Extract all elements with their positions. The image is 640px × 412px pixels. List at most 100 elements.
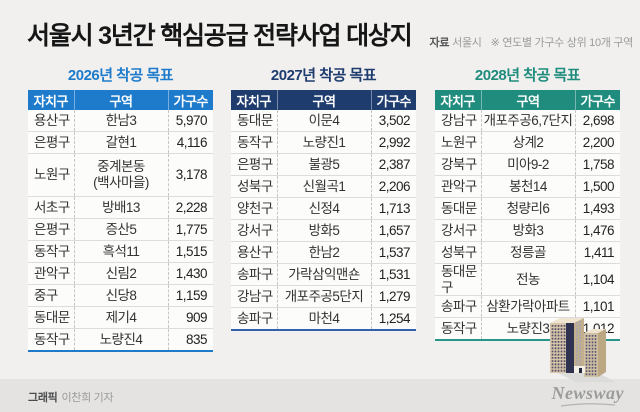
cell-district: 송파구 xyxy=(231,263,277,286)
table-row: 은평구 증산5 1,775 xyxy=(28,218,213,241)
table-row: 동대문구 전농 1,104 xyxy=(435,262,620,296)
cell-district: 강남구 xyxy=(441,112,477,128)
column-header: 자치구 xyxy=(435,90,481,110)
cell-households: 909 xyxy=(167,306,213,329)
table-row: 은평구 갈현1 4,116 xyxy=(28,131,213,154)
header-row: 자치구 구역 가구수 xyxy=(231,90,416,110)
cell-district: 중구 xyxy=(28,284,74,307)
table-row: 양천구 신정4 1,713 xyxy=(231,197,416,220)
table-row: 관악구 봉천14 1,500 xyxy=(435,175,620,198)
cell-households: 1,500 xyxy=(574,175,620,198)
table-row: 서초구 방배13 2,228 xyxy=(28,196,213,219)
cell-households: 5,970 xyxy=(167,110,213,132)
cell-district: 은평구 xyxy=(28,131,74,154)
cell-households: 1,713 xyxy=(370,197,416,220)
table-row: 용산구 한남3 5,970 xyxy=(28,110,213,132)
cell-district: 노원구 xyxy=(435,131,481,154)
cell-zone: 한남2 xyxy=(276,241,371,264)
cell-district: 용산구 xyxy=(34,112,70,128)
newsway-logo: Newsway xyxy=(552,384,625,408)
column-header: 구역 xyxy=(73,90,168,110)
cell-district: 용산구 xyxy=(231,241,277,264)
cell-zone: 노량진4 xyxy=(73,328,168,351)
page-title: 서울시 3년간 핵심공급 전략사업 대상지 xyxy=(27,22,413,50)
header-row: 자치구 구역 가구수 xyxy=(435,90,620,110)
cell-households: 1,531 xyxy=(370,263,416,286)
table-title: 2028년 착공 목표 xyxy=(474,67,581,84)
column-header: 구역 xyxy=(276,90,371,110)
table-row: 동대문 이문4 3,502 xyxy=(231,110,416,132)
cell-zone: 불광5 xyxy=(276,153,371,176)
table-row: 강남구 개포주공5단지 1,279 xyxy=(231,285,416,308)
column-header: 가구수 xyxy=(167,90,213,110)
cell-households: 1,430 xyxy=(167,262,213,285)
column-header: 구역 xyxy=(480,90,575,110)
cell-zone: 한남3 xyxy=(73,110,168,132)
cell-district: 강북구 xyxy=(435,153,481,176)
source-value: 서울시 xyxy=(452,37,482,49)
cell-households: 2,992 xyxy=(370,131,416,154)
table-row: 중구 신당8 1,159 xyxy=(28,284,213,307)
cell-district: 은평구 xyxy=(231,153,277,176)
cell-households: 1,758 xyxy=(574,153,620,176)
cell-district: 양천구 xyxy=(231,197,277,220)
cell-district: 강서구 xyxy=(435,219,481,242)
cell-district: 강서구 xyxy=(231,219,277,242)
table-row: 강서구 방화3 1,476 xyxy=(435,219,620,242)
column-header: 가구수 xyxy=(370,90,416,110)
cell-households: 1,657 xyxy=(370,219,416,242)
cell-households: 1,104 xyxy=(574,262,620,296)
cell-district: 동대문 xyxy=(435,197,481,220)
cell-households: 1,101 xyxy=(574,295,620,318)
column-header: 자치구 xyxy=(28,90,74,110)
cell-households: 1,515 xyxy=(167,240,213,263)
table-title: 2026년 착공 목표 xyxy=(67,67,174,84)
tables-row: 2026년 착공 목표 자치구 구역 가구수 용산구 한남3 5,970 은평구 갈현1 4,11… xyxy=(0,64,640,354)
cell-zone: 정릉골 xyxy=(480,241,575,264)
cell-district: 관악구 xyxy=(28,262,74,285)
cell-zone: 신림2 xyxy=(73,262,168,285)
credit: 그래픽 이찬희 기자 xyxy=(28,389,114,405)
credit-value: 이찬희 기자 xyxy=(61,392,114,404)
table-row: 송파구 마천4 1,254 xyxy=(231,307,416,330)
cell-households: 2,698 xyxy=(574,110,620,132)
cell-zone: 신당8 xyxy=(73,284,168,307)
cell-zone: 개포주공6,7단지 xyxy=(480,110,575,132)
table-row: 강남구 개포주공6,7단지 2,698 xyxy=(435,110,620,132)
cell-zone: 미아9-2 xyxy=(480,153,575,176)
cell-district: 노원구 xyxy=(28,153,74,197)
table-row: 강서구 방화5 1,657 xyxy=(231,219,416,242)
table-2028: 2028년 착공 목표 자치구 구역 가구수 강남구 개포주공6,7단지 2,698 노원구 상… xyxy=(435,64,620,342)
table-row: 관악구 신림2 1,430 xyxy=(28,262,213,285)
column-header: 자치구 xyxy=(231,90,277,110)
table-2026: 2026년 착공 목표 자치구 구역 가구수 용산구 한남3 5,970 은평구 갈현1 4,11… xyxy=(28,64,213,352)
cell-zone: 방화3 xyxy=(480,219,575,242)
table-row: 동대문 청량리6 1,493 xyxy=(435,197,620,220)
cell-district: 동작구 xyxy=(28,240,74,263)
cell-district: 동작구 xyxy=(28,328,74,351)
cell-zone: 전농 xyxy=(480,262,575,296)
logo-swoosh-icon xyxy=(560,403,615,407)
cell-households: 1,279 xyxy=(370,285,416,308)
cell-zone: 흑석11 xyxy=(73,240,168,263)
cell-district: 송파구 xyxy=(231,307,277,330)
cell-households: 1,493 xyxy=(574,197,620,220)
table-row: 동대문 제기4 909 xyxy=(28,306,213,329)
table-row: 노원구 중계본동 (백사마을) 3,178 xyxy=(28,153,213,197)
cell-zone: 삼환가락아파트 xyxy=(480,295,575,318)
table-row: 동작구 노량진4 835 xyxy=(28,328,213,351)
cell-zone: 개포주공5단지 xyxy=(276,285,371,308)
cell-zone: 가락삼익맨숀 xyxy=(276,263,371,286)
cell-district: 서초구 xyxy=(28,196,74,219)
newsway-logo-text: Newsway xyxy=(551,383,624,403)
cell-zone: 마천4 xyxy=(276,307,371,330)
cell-zone: 청량리6 xyxy=(480,197,575,220)
cell-district: 송파구 xyxy=(435,295,481,318)
cell-district: 동대문 xyxy=(237,112,273,128)
cell-households: 1,254 xyxy=(370,307,416,330)
cell-zone: 이문4 xyxy=(276,110,371,132)
cell-households: 1,537 xyxy=(370,241,416,264)
footer-bar: 그래픽 이찬희 기자 Newsway xyxy=(0,379,640,412)
cell-households: 2,228 xyxy=(167,196,213,219)
cell-zone: 증산5 xyxy=(73,218,168,241)
